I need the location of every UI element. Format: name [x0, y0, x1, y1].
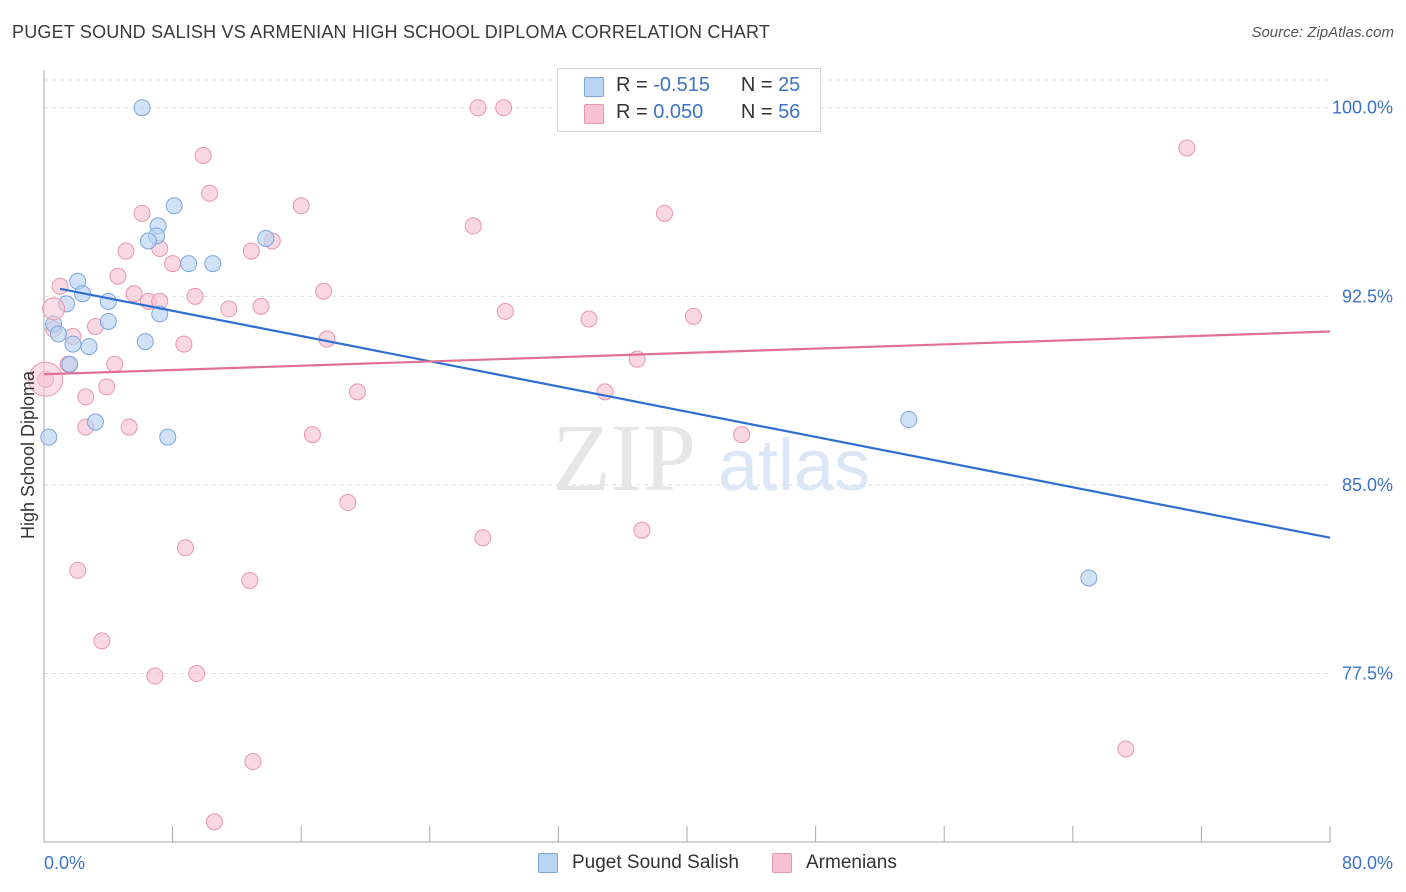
armenian-point [469, 99, 487, 117]
puget-point [99, 292, 117, 310]
puget-point [1080, 569, 1098, 587]
armenian-point [684, 307, 702, 325]
armenian-cluster-point [42, 297, 66, 321]
armenian-point [474, 529, 492, 547]
armenian-point [146, 667, 164, 685]
armenian-point [241, 571, 259, 589]
trend-lines [43, 287, 1331, 539]
armenian-point [292, 197, 310, 215]
legend-item-puget-sound-salish[interactable]: Puget Sound Salish [538, 852, 739, 874]
armenian-point [633, 521, 651, 539]
armenian-point [69, 561, 87, 579]
armenian-point [496, 302, 514, 320]
n-value-armenians: 56 [778, 101, 801, 123]
armenian-trend-line [43, 330, 1331, 376]
armenian-point [194, 146, 212, 164]
armenian-point [220, 300, 238, 318]
puget-swatch [538, 853, 558, 873]
armenian-point [733, 426, 751, 444]
armenian-point [175, 335, 193, 353]
armenian-cluster-point [28, 361, 64, 397]
armenian-point [252, 297, 270, 315]
series-legend: Puget Sound Salish Armenians [0, 852, 1406, 878]
armenian-point [51, 277, 69, 295]
legend-item-armenians[interactable]: Armenians [772, 852, 897, 874]
puget-point [136, 333, 154, 351]
armenian-point [120, 418, 138, 436]
armenian-point [133, 204, 151, 222]
puget-point [133, 99, 151, 117]
puget-point [99, 312, 117, 330]
armenian-point [464, 217, 482, 235]
source-credit: Source: ZipAtlas.com [1251, 24, 1394, 41]
puget-point [139, 232, 157, 250]
n-label: N = [740, 101, 773, 123]
y-tick-label: 100.0% [1332, 98, 1393, 118]
r-label: R = [616, 101, 648, 123]
armenian-point [315, 282, 333, 300]
puget-point [64, 335, 82, 353]
pink-swatch [584, 104, 604, 124]
y-tick-label: 77.5% [1342, 664, 1393, 684]
blue-swatch [584, 77, 604, 97]
armenian-point [205, 813, 223, 831]
legend-label-puget: Puget Sound Salish [572, 852, 739, 873]
armenian-point [125, 285, 143, 303]
puget-point [204, 255, 222, 273]
armenian-point [164, 255, 182, 273]
n-value-puget: 25 [778, 74, 801, 96]
y-tick-label: 85.0% [1342, 475, 1393, 495]
armenian-point [244, 753, 262, 771]
armenian-point [176, 539, 194, 557]
armenian-point [188, 665, 206, 683]
armenian-point [495, 99, 513, 117]
armenian-point [109, 267, 127, 285]
n-label: N = [740, 74, 773, 96]
armenian-point [106, 355, 124, 373]
watermark-zip: ZIP [552, 404, 696, 511]
armenian-point [1178, 139, 1196, 157]
chart-title: PUGET SOUND SALISH VS ARMENIAN HIGH SCHO… [12, 22, 771, 42]
correlation-legend: R = -0.515 N = 25 R = 0.050 N = 56 [557, 68, 821, 132]
y-axis-label: High School Diploma [18, 370, 38, 539]
y-tick-label: 92.5% [1342, 286, 1393, 306]
legend-label-armenians: Armenians [806, 852, 897, 873]
puget-point [80, 338, 98, 356]
watermark: ZIP atlas [552, 404, 870, 511]
armenian-point [201, 184, 219, 202]
data-points [28, 99, 1196, 831]
armenian-point [580, 310, 598, 328]
armenian-point [303, 426, 321, 444]
puget-point [900, 411, 918, 429]
puget-point [180, 255, 198, 273]
armenian-point [339, 494, 357, 512]
armenians-swatch [772, 853, 792, 873]
puget-point [61, 355, 79, 373]
grid-lines [44, 79, 1330, 675]
armenian-point [77, 388, 95, 406]
armenian-point [98, 378, 116, 396]
puget-trend-line [59, 287, 1331, 539]
armenian-point [117, 242, 135, 260]
puget-point [49, 325, 67, 343]
armenian-point [93, 632, 111, 650]
puget-point [257, 229, 275, 247]
armenian-point [655, 204, 673, 222]
puget-point [165, 197, 183, 215]
armenian-point [186, 287, 204, 305]
puget-point [86, 413, 104, 431]
r-label: R = [616, 74, 648, 96]
armenian-point [1117, 740, 1135, 758]
armenian-point [348, 383, 366, 401]
axes [43, 70, 1331, 843]
r-value-armenians: 0.050 [653, 101, 704, 123]
puget-point [159, 428, 177, 446]
armenian-point [242, 242, 260, 260]
tick-labels: 77.5% 85.0% 92.5% 100.0% 0.0% 80.0% [44, 98, 1393, 873]
x-tick-label-max: 80.0% [1342, 853, 1393, 873]
r-value-puget: -0.515 [653, 74, 710, 96]
puget-point [40, 428, 58, 446]
x-tick-label-min: 0.0% [44, 853, 85, 873]
